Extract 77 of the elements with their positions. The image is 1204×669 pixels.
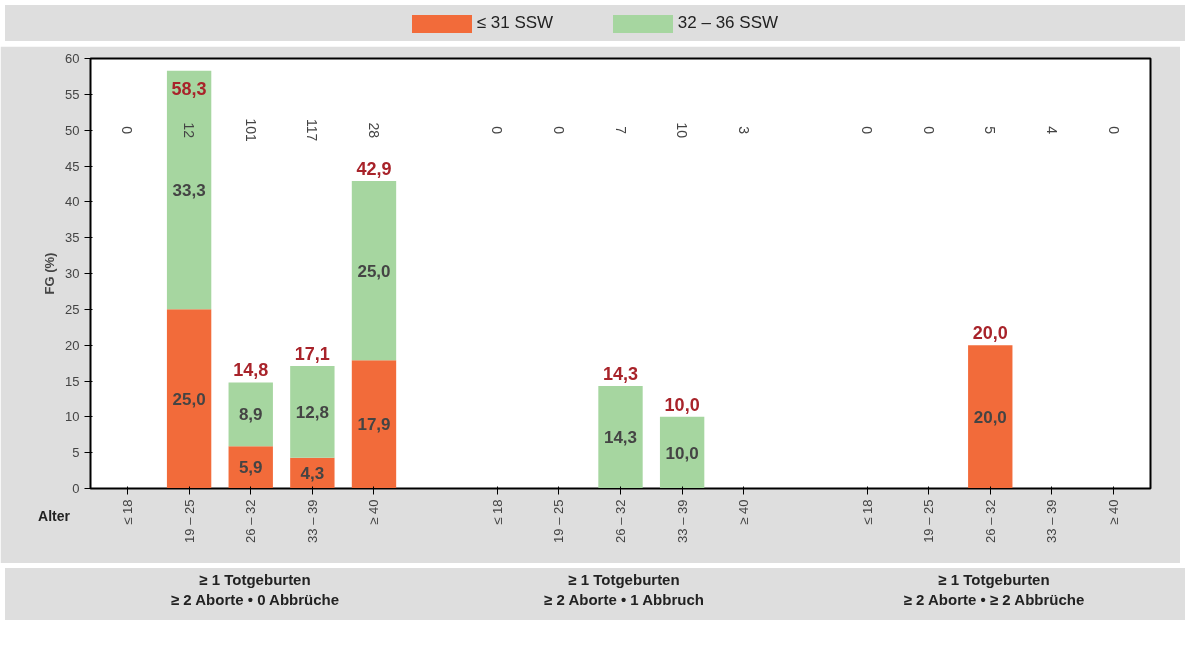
bar: [351, 181, 397, 361]
legend-label: 32 – 36 SSW: [677, 13, 779, 33]
data-label: 4,3: [300, 464, 325, 484]
data-label: 25,0: [172, 389, 206, 409]
bar: [968, 345, 1013, 489]
x-tick-label: ≥ 40: [366, 499, 382, 525]
annotation: 5: [982, 126, 999, 135]
y-axis-title: FG (%): [42, 252, 58, 295]
y-tick-label: 20: [65, 337, 80, 353]
y-tick-label: 5: [72, 445, 80, 461]
data-label: 25,0: [357, 261, 391, 281]
data-label: 17,9: [357, 415, 391, 435]
data-label: 5,9: [238, 458, 263, 478]
annotation: 0: [119, 126, 136, 135]
x-tick-label: 19 – 25: [181, 499, 197, 543]
text: ≥ 1 Totgeburten ≥ 2 Aborte • 0 Abbrüche: [169, 570, 341, 610]
annotation: 3: [735, 126, 752, 135]
x-tick-label: ≥ 40: [1106, 499, 1122, 525]
annotation: 101: [242, 118, 259, 143]
annotation: 117: [304, 119, 321, 142]
x-tick-label: 26 – 32: [243, 499, 259, 543]
x-tick-label: ≥ 40: [736, 499, 752, 525]
annotation: 0: [920, 126, 937, 135]
y-tick-label: 60: [65, 51, 80, 66]
bar: [659, 416, 705, 489]
x-tick-label: 19 – 25: [551, 499, 567, 543]
data-label: 14,3: [603, 428, 638, 448]
y-tick-label: 30: [65, 266, 80, 281]
annotation: 7: [612, 126, 629, 135]
y-tick-label: 55: [65, 86, 80, 102]
bar: [598, 386, 643, 489]
bar: [290, 365, 335, 458]
total-label: 14,8: [233, 360, 269, 381]
annotation: 12: [181, 122, 198, 139]
y-tick-label: 35: [65, 230, 80, 246]
data-label: 10,0: [665, 443, 699, 463]
bar: [228, 382, 273, 447]
x-tick-label: 26 – 32: [982, 499, 998, 543]
annotation: 28: [365, 122, 382, 139]
annotation: 0: [1105, 126, 1122, 135]
total-label: 14,3: [602, 364, 639, 385]
bar: [351, 360, 397, 489]
x-tick-label: ≤ 18: [859, 499, 875, 525]
data-label: 20,0: [973, 407, 1007, 427]
y-tick-label: 0: [72, 481, 80, 496]
x-tick-label: ≤ 18: [489, 499, 505, 525]
y-tick-label: 25: [65, 301, 80, 317]
x-tick-label: 33 – 39: [1044, 499, 1060, 543]
data-label: 12,8: [295, 402, 329, 422]
total-label: 42,9: [356, 159, 392, 180]
annotation: 0: [859, 126, 876, 135]
data-label: 33,3: [172, 181, 206, 201]
legend-label: ≤ 31 SSW: [476, 13, 554, 33]
total-label: 10,0: [664, 394, 700, 415]
annotation: 10: [674, 122, 691, 139]
annotation: 0: [489, 126, 506, 135]
y-tick-label: 50: [65, 122, 80, 138]
bar: [166, 70, 212, 310]
annotation: 4: [1043, 126, 1060, 135]
x-tick-label: ≤ 18: [119, 499, 135, 525]
bar: [166, 309, 212, 489]
y-tick-label: 15: [65, 373, 80, 389]
data-label: 8,9: [238, 405, 263, 425]
text: ≥ 1 Totgeburten ≥ 2 Aborte • 1 Abbruch: [543, 570, 705, 610]
y-tick-label: 45: [65, 158, 80, 174]
total-label: 58,3: [171, 78, 207, 99]
x-tick-label: 26 – 32: [613, 499, 628, 543]
text: ≥ 1 Totgeburten ≥ 2 Aborte • ≥ 2 Abbrüche: [902, 570, 1086, 610]
x-tick-label: 33 – 39: [304, 499, 320, 543]
total-label: 17,1: [294, 343, 330, 364]
x-tick-label: 19 – 25: [921, 499, 937, 543]
x-tick-label: 33 – 39: [674, 499, 690, 543]
annotation: 0: [550, 126, 567, 135]
x-axis-title: Alter: [38, 507, 70, 526]
total-label: 20,0: [972, 323, 1008, 344]
y-tick-label: 40: [65, 194, 80, 210]
y-tick-label: 10: [65, 409, 80, 425]
